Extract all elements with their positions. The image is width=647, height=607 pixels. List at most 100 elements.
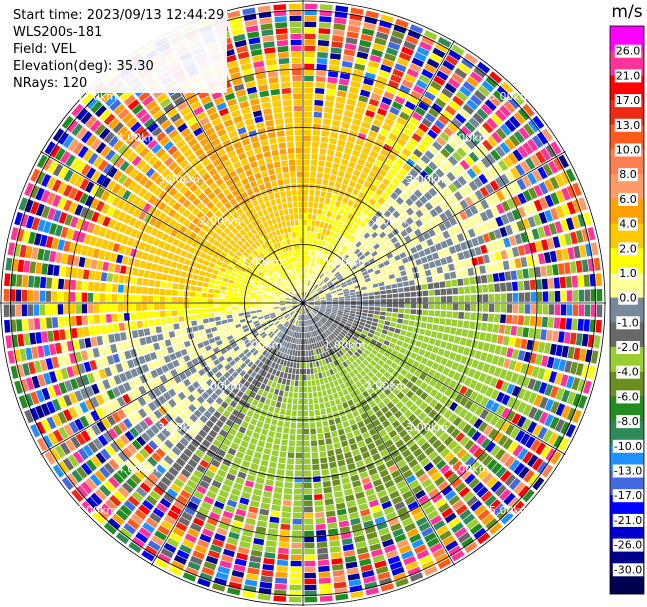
velocity-gate (392, 293, 399, 298)
velocity-gate (212, 252, 220, 259)
velocity-gate (214, 316, 221, 322)
velocity-gate (494, 283, 501, 292)
velocity-gate (213, 294, 220, 299)
velocity-gate (469, 321, 476, 330)
velocity-gate (454, 191, 463, 201)
velocity-gate (327, 77, 338, 84)
velocity-gate (471, 164, 482, 176)
velocity-gate (326, 320, 332, 326)
velocity-gate (421, 316, 428, 322)
velocity-gate (505, 370, 514, 382)
velocity-gate (294, 380, 299, 387)
velocity-gate (362, 359, 370, 366)
velocity-gate (426, 276, 433, 283)
velocity-gate (494, 176, 505, 188)
velocity-gate (308, 262, 312, 268)
velocity-gate (324, 312, 330, 317)
velocity-gate (497, 239, 505, 250)
velocity-gate (397, 318, 404, 324)
velocity-gate (378, 183, 387, 191)
velocity-gate (449, 271, 457, 279)
velocity-gate (166, 252, 174, 260)
velocity-gate (277, 377, 283, 384)
velocity-gate (289, 584, 302, 591)
velocity-gate (436, 266, 444, 274)
velocity-gate (260, 459, 269, 467)
velocity-gate (306, 362, 310, 369)
velocity-gate (583, 212, 592, 226)
velocity-gate (350, 310, 356, 314)
velocity-gate (284, 385, 290, 392)
velocity-gate (372, 179, 381, 187)
velocity-gate (257, 388, 264, 396)
velocity-gate (392, 379, 400, 387)
velocity-gate (325, 438, 333, 445)
velocity-gate (555, 249, 563, 262)
velocity-gate (51, 304, 58, 315)
velocity-gate (263, 448, 271, 455)
velocity-gate (444, 209, 453, 219)
velocity-gate (416, 46, 430, 57)
velocity-gate (404, 73, 416, 84)
velocity-gate (117, 284, 124, 293)
velocity-gate (339, 279, 346, 284)
velocity-gate (52, 317, 59, 328)
velocity-gate (378, 348, 386, 355)
velocity-gate (304, 279, 306, 286)
velocity-gate (409, 24, 424, 34)
velocity-gate (454, 382, 463, 392)
velocity-gate (390, 236, 398, 244)
velocity-gate (329, 59, 341, 66)
velocity-gate (322, 316, 328, 321)
velocity-gate (135, 250, 143, 259)
velocity-gate (500, 214, 510, 225)
velocity-gate (537, 226, 546, 239)
velocity-gate (354, 342, 361, 348)
velocity-gate (572, 393, 582, 407)
velocity-gate (226, 287, 233, 292)
velocity-gate (548, 304, 555, 315)
velocity-gate (355, 163, 364, 172)
velocity-gate (375, 31, 389, 41)
velocity-gate (436, 152, 447, 163)
velocity-gate (459, 337, 467, 346)
velocity-gate (325, 279, 331, 284)
velocity-gate (573, 245, 581, 259)
velocity-gate (457, 278, 464, 286)
velocity-gate (480, 103, 493, 116)
velocity-gate (490, 402, 500, 413)
velocity-gate (303, 482, 312, 489)
velocity-gate (325, 216, 331, 223)
velocity-gate (394, 328, 401, 334)
velocity-gate (332, 564, 344, 571)
velocity-gate (473, 331, 480, 340)
velocity-gate (388, 182, 397, 191)
velocity-gate (196, 286, 203, 292)
velocity-gate (419, 225, 427, 234)
velocity-gate (364, 161, 373, 169)
velocity-gate (535, 442, 546, 455)
velocity-gate (41, 331, 48, 343)
velocity-gate (342, 316, 348, 320)
velocity-gate (327, 236, 332, 243)
velocity-gate (347, 463, 356, 471)
velocity-gate (554, 173, 565, 187)
velocity-gate (366, 189, 374, 197)
velocity-gate (367, 268, 374, 274)
velocity-gate (506, 198, 516, 210)
velocity-gate (520, 256, 528, 268)
velocity-gate (314, 305, 320, 308)
velocity-gate (388, 214, 396, 223)
velocity-gate (341, 121, 350, 129)
velocity-gate (585, 243, 593, 257)
velocity-gate (297, 422, 303, 429)
velocity-gate (153, 303, 160, 310)
velocity-gate (377, 25, 391, 35)
velocity-gate (338, 333, 345, 339)
velocity-gate (285, 476, 293, 483)
velocity-gate (293, 494, 302, 501)
velocity-gate (547, 278, 554, 289)
velocity-gate (453, 336, 461, 344)
velocity-gate (366, 254, 373, 261)
velocity-gate (525, 157, 536, 170)
